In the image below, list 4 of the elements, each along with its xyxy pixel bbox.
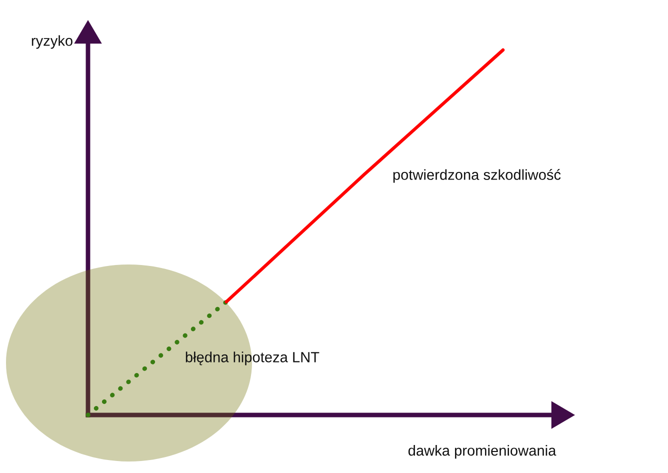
series-label: błędna hipoteza LNT (186, 352, 320, 366)
x-axis-title: dawka promieniowania (408, 445, 556, 459)
y-axis-title: ryzyko (32, 35, 72, 49)
series-label: potwierdzona szkodliwość (393, 169, 561, 183)
